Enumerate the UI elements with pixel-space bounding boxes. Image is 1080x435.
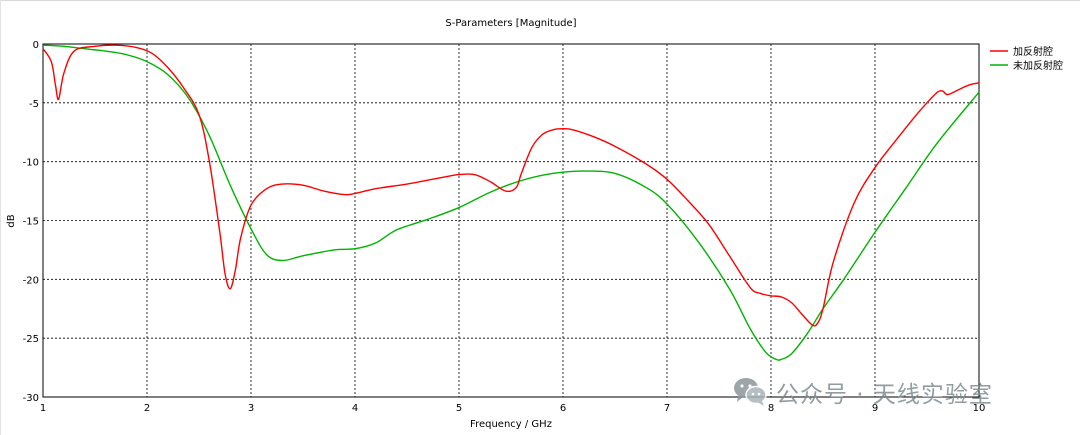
y-tick-label: -10 <box>23 158 39 169</box>
axis-ticks: 1 2 3 4 5 6 7 8 9 10 0 -5 -10 -15 -20 -25 -30 <box>23 40 986 414</box>
series-lines <box>42 44 980 361</box>
x-tick-label: 3 <box>248 403 254 414</box>
wechat-logo-icon <box>734 378 767 406</box>
grid-lines <box>43 44 979 397</box>
window-left-border <box>0 0 1 435</box>
legend-entry-without-cavity: 未加反射腔 <box>990 59 1063 72</box>
x-tick-label: 9 <box>872 403 878 414</box>
x-tick-label: 8 <box>768 403 774 414</box>
window-top-border <box>0 0 1080 1</box>
y-tick-label: 0 <box>33 40 39 51</box>
x-tick-label: 2 <box>144 403 150 414</box>
chart-title: S-Parameters [Magnitude] <box>445 18 576 29</box>
x-tick-label: 7 <box>664 403 670 414</box>
watermark: 公众号 · 天线实验室 <box>732 372 993 412</box>
y-axis-label: dB <box>6 214 17 227</box>
legend-entry-with-cavity: 加反射腔 <box>990 45 1053 58</box>
legend-label-without-cavity: 未加反射腔 <box>1013 59 1063 72</box>
watermark-text: 公众号 · 天线实验室 <box>776 382 993 408</box>
x-tick-label: 6 <box>560 403 566 414</box>
series-line-with-cavity <box>42 44 980 327</box>
y-tick-label: -5 <box>29 99 39 110</box>
y-tick-label: -30 <box>23 393 39 404</box>
x-tick-label: 4 <box>352 403 358 414</box>
x-axis-label: Frequency / GHz <box>470 419 552 430</box>
y-tick-label: -15 <box>23 217 39 228</box>
series-line-without-cavity <box>42 44 980 361</box>
x-tick-label: 10 <box>973 403 986 414</box>
y-tick-label: -20 <box>23 275 39 286</box>
y-tick-label: -25 <box>23 334 39 345</box>
x-tick-label: 5 <box>456 403 462 414</box>
legend: 加反射腔 未加反射腔 <box>990 45 1063 72</box>
legend-label-with-cavity: 加反射腔 <box>1013 45 1053 58</box>
x-tick-label: 1 <box>40 403 46 414</box>
